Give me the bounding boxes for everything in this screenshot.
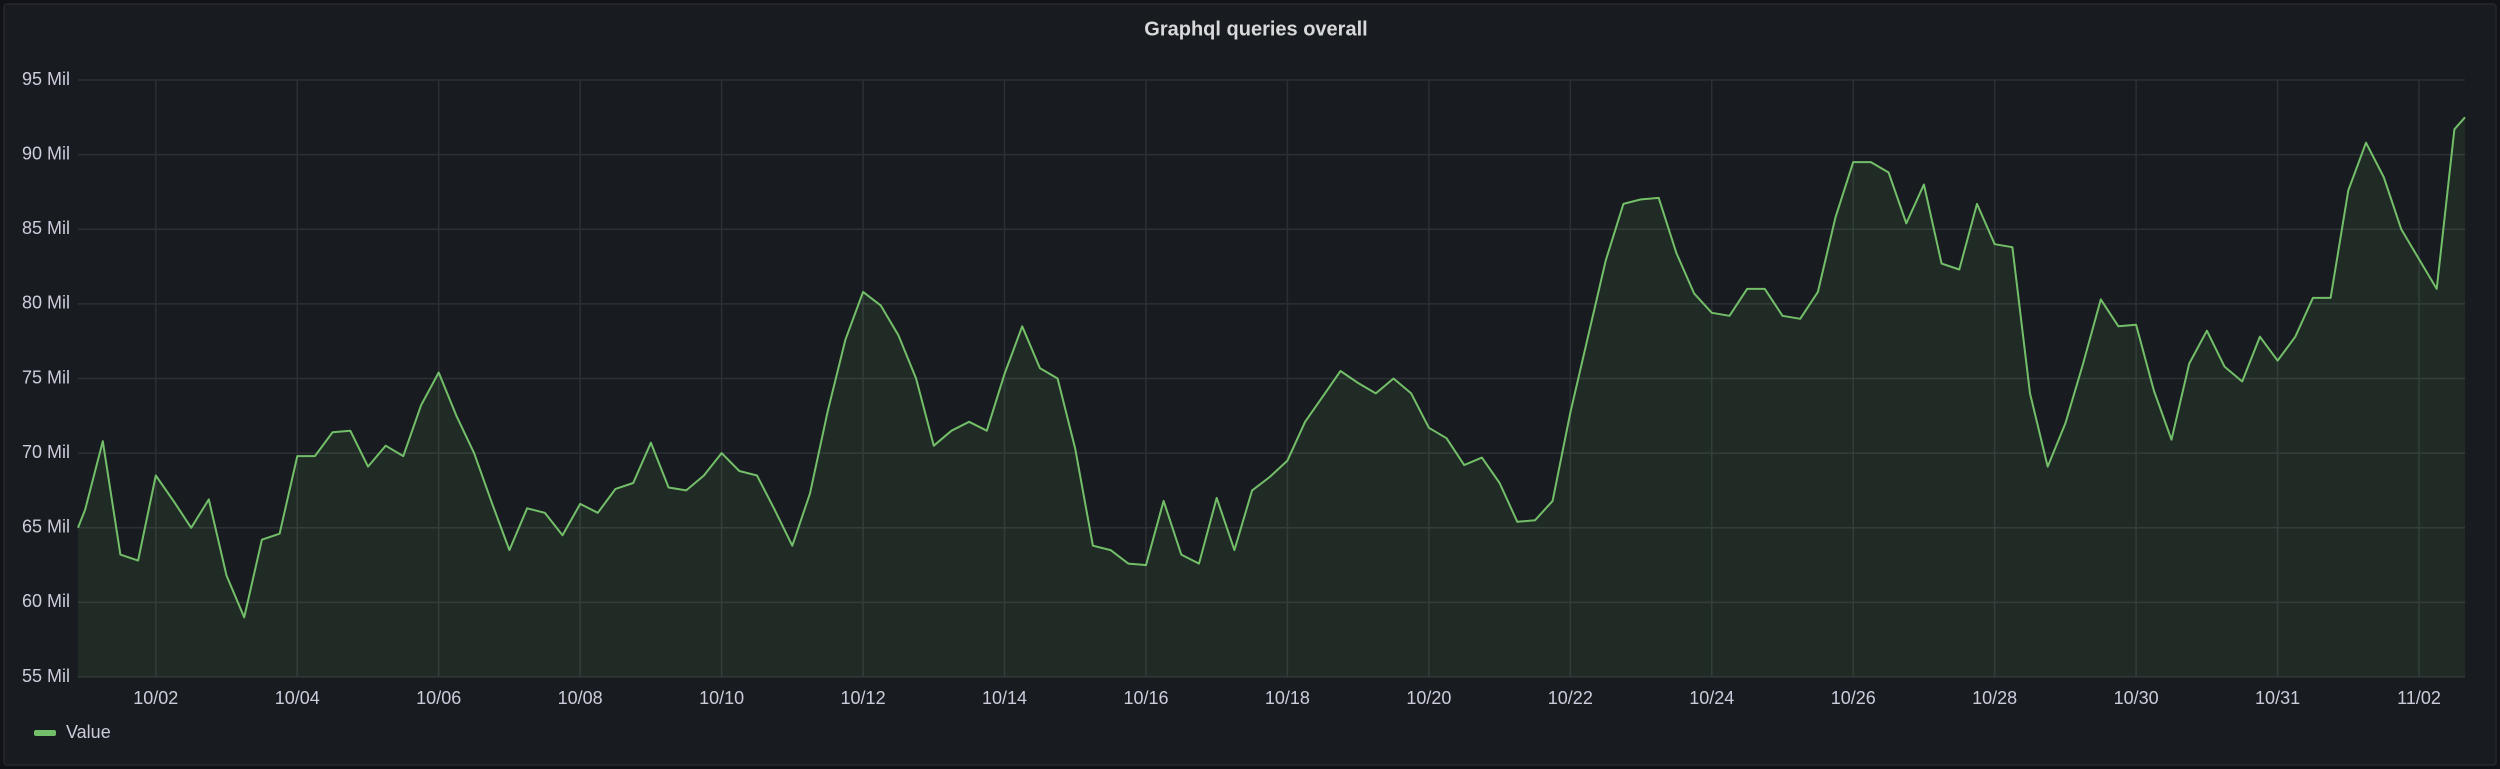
x-tick-label: 10/10 <box>699 688 744 708</box>
x-tick-label: 10/02 <box>133 688 178 708</box>
chart-title: Graphql queries overall <box>1144 18 1367 40</box>
x-tick-label: 10/24 <box>1689 688 1734 708</box>
y-tick-label: 65 Mil <box>22 517 70 537</box>
x-tick-label: 10/12 <box>841 688 886 708</box>
x-tick-label: 10/28 <box>1972 688 2017 708</box>
x-tick-label: 10/06 <box>416 688 461 708</box>
series-line <box>77 116 2466 619</box>
x-tick-label: 10/30 <box>2114 688 2159 708</box>
x-tick-label: 11/02 <box>2397 688 2441 708</box>
y-tick-label: 75 Mil <box>22 367 70 387</box>
area-fill <box>78 117 2465 678</box>
legend-swatch <box>34 730 56 736</box>
x-tick-label: 10/18 <box>1265 688 1310 708</box>
x-tick-label: 10/16 <box>1123 688 1168 708</box>
legend-label: Value <box>66 722 111 742</box>
y-tick-label: 85 Mil <box>22 218 70 238</box>
panel <box>3 3 2497 766</box>
x-tick-label: 10/26 <box>1831 688 1876 708</box>
y-tick-label: 90 Mil <box>22 143 70 163</box>
y-tick-label: 95 Mil <box>22 69 70 89</box>
x-tick-label: 10/20 <box>1406 688 1451 708</box>
legend-item[interactable]: Value <box>34 722 111 742</box>
x-tick-label: 10/31 <box>2255 688 2300 708</box>
y-tick-label: 60 Mil <box>22 591 70 611</box>
y-tick-label: 55 Mil <box>22 666 70 686</box>
x-tick-label: 10/08 <box>558 688 603 708</box>
x-tick-label: 10/04 <box>275 688 320 708</box>
x-tick-label: 10/14 <box>982 688 1027 708</box>
y-tick-label: 80 Mil <box>22 293 70 313</box>
y-tick-label: 70 Mil <box>22 442 70 462</box>
x-tick-label: 10/22 <box>1548 688 1593 708</box>
